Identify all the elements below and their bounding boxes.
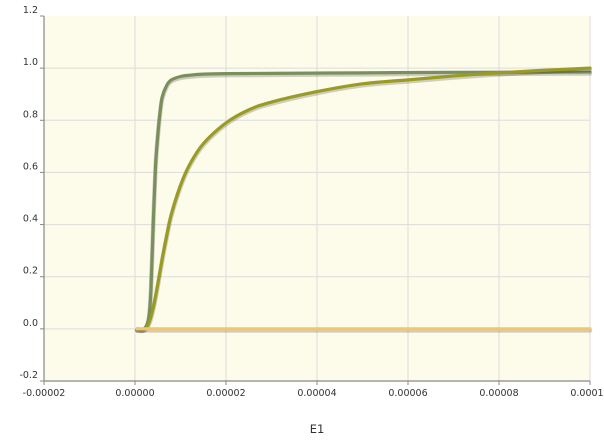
y-tick-label: 0.2 (23, 266, 38, 277)
x-tick-label: 0.00008 (479, 388, 518, 399)
x-tick-label: -0.00002 (23, 388, 66, 399)
series-line-2 (135, 66, 592, 331)
x-tick-label: 0.00010 (570, 388, 604, 399)
grid (44, 16, 591, 381)
x-tick-label: 0.00000 (115, 388, 154, 399)
y-tick-label: -0.2 (19, 370, 38, 381)
y-tick-label: 0.8 (23, 109, 38, 120)
axes (40, 15, 591, 385)
tick-labels: -0.00002 0.00000 0.00002 0.00004 0.00006 0.00… (19, 5, 604, 399)
series-lines (135, 66, 593, 334)
x-tick-label: 0.00004 (297, 388, 336, 399)
y-tick-label: 0.0 (23, 318, 38, 329)
y-tick-label: 1.2 (23, 5, 38, 16)
x-tick-label: 0.00006 (388, 388, 427, 399)
y-tick-label: 0.4 (23, 214, 38, 225)
y-tick-label: 0.6 (23, 161, 38, 172)
x-axis-title: E1 (310, 422, 325, 436)
y-tick-label: 1.0 (23, 57, 38, 68)
series-line-1 (135, 70, 592, 332)
x-tick-label: 0.00002 (206, 388, 245, 399)
